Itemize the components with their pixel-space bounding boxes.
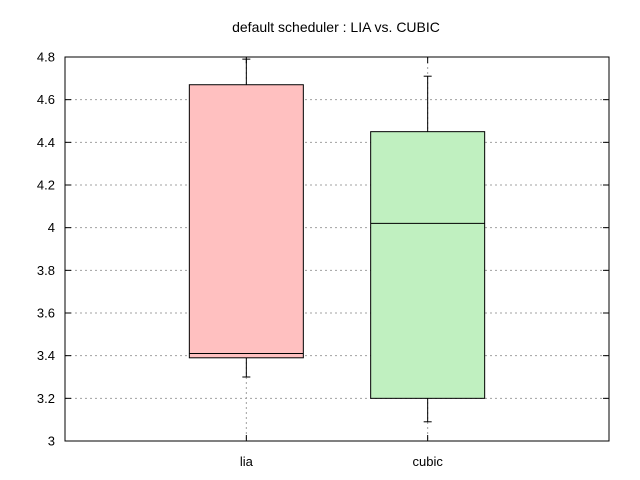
y-tick-label: 4.4 — [37, 135, 55, 150]
y-tick-label: 4.6 — [37, 92, 55, 107]
x-category-label: lia — [240, 454, 254, 469]
y-tick-label: 4 — [48, 220, 55, 235]
box-lia — [188, 58, 304, 378]
y-tick-label: 4.2 — [37, 178, 55, 193]
boxes — [188, 58, 486, 423]
y-tick-label: 3.8 — [37, 263, 55, 278]
box-rect — [370, 131, 486, 399]
chart-title: default scheduler : LIA vs. CUBIC — [232, 19, 440, 35]
y-tick-label: 4.8 — [37, 50, 55, 65]
axes: 3 3.2 3.4 3.6 3.8 4 4.2 4.4 4.6 4.8 lia cubic — [37, 50, 609, 469]
y-tick-label: 3 — [48, 434, 55, 449]
box-cubic — [370, 75, 486, 423]
grid-lines — [65, 57, 609, 441]
y-tick-label: 3.6 — [37, 306, 55, 321]
plot-frame — [64, 56, 610, 442]
x-category-label: cubic — [412, 454, 443, 469]
y-tick-label: 3.4 — [37, 348, 55, 363]
y-tick-label: 3.2 — [37, 391, 55, 406]
box-rect — [188, 84, 304, 359]
